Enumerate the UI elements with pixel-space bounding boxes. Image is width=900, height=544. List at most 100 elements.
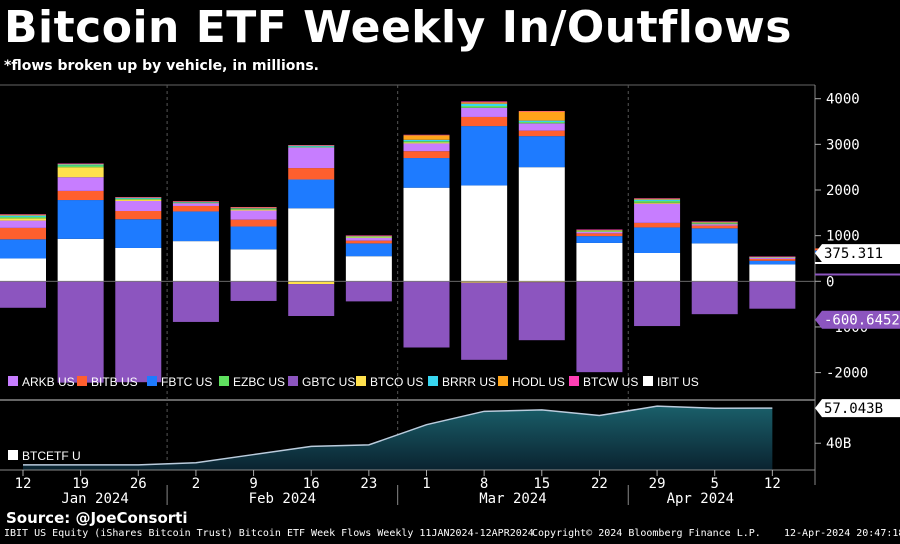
bar-segment xyxy=(403,187,450,282)
legend-swatch xyxy=(498,376,508,386)
bar-segment xyxy=(345,237,392,241)
bar-segment xyxy=(461,102,508,104)
bar-segment xyxy=(576,229,623,231)
x-tick-label: 29 xyxy=(649,476,666,492)
bar-segment xyxy=(345,235,392,237)
bar-segment xyxy=(634,198,681,200)
bar-segment xyxy=(403,143,450,152)
footer-security: IBIT US Equity (iShares Bitcoin Trust) B… xyxy=(4,528,534,539)
area-last-value: 57.043B xyxy=(824,401,883,417)
x-tick-label: 23 xyxy=(360,476,377,492)
x-tick-label: 12 xyxy=(764,476,781,492)
bar-segment xyxy=(172,241,219,282)
legend-label: BITB US xyxy=(91,375,138,389)
bar-segment xyxy=(518,136,565,168)
last-value-gbtc-bg xyxy=(815,310,900,329)
bar-segment xyxy=(518,111,565,121)
bar-segment xyxy=(634,199,681,201)
x-month-label: Mar 2024 xyxy=(479,491,546,507)
bar-segment xyxy=(57,200,104,239)
legend-label: FBTC US xyxy=(161,375,212,389)
bar-segment xyxy=(57,281,104,383)
bar-segment xyxy=(288,284,335,316)
bar-segment xyxy=(461,101,508,103)
y-tick-label: 4000 xyxy=(826,92,860,108)
x-tick-label: 5 xyxy=(710,476,718,492)
bar-segment xyxy=(230,219,277,227)
bar-segment xyxy=(230,208,277,210)
bar-segment xyxy=(691,223,738,224)
bar-segment xyxy=(576,233,623,237)
bar-segment xyxy=(115,247,162,282)
bar-segment xyxy=(115,200,162,211)
x-tick-label: 1 xyxy=(422,476,430,492)
bar-segment xyxy=(403,281,450,348)
legend-label: IBIT US xyxy=(657,375,699,389)
bar-segment xyxy=(288,145,335,146)
bar-segment xyxy=(230,226,277,250)
bar-segment xyxy=(691,281,738,315)
bar-segment xyxy=(691,243,738,282)
y-tick-label: 0 xyxy=(826,274,834,290)
bar-segment xyxy=(634,200,681,203)
x-tick-label: 8 xyxy=(480,476,488,492)
bar-segment xyxy=(0,227,46,240)
bar-segment xyxy=(57,177,104,191)
bar-segment xyxy=(691,224,738,226)
bar-segment xyxy=(691,221,738,222)
area-y-tick-label: 40B xyxy=(826,436,851,452)
bar-segment xyxy=(0,281,46,308)
bar-segment xyxy=(288,147,335,169)
x-tick-label: 16 xyxy=(303,476,320,492)
legend-swatch xyxy=(147,376,157,386)
bar-segment xyxy=(230,208,277,209)
bar-segment xyxy=(345,237,392,238)
bar-segment xyxy=(345,281,392,302)
bar-segment xyxy=(634,281,681,327)
bar-segment xyxy=(345,240,392,244)
y-tick-label: 2000 xyxy=(826,183,860,199)
legend-label: BTCO US xyxy=(370,375,423,389)
bar-segment xyxy=(115,197,162,198)
bar-segment xyxy=(749,260,796,265)
bar-segment xyxy=(691,221,738,223)
bar-segment xyxy=(461,116,508,127)
bar-segment xyxy=(403,142,450,144)
x-tick-label: 12 xyxy=(15,476,32,492)
bar-segment xyxy=(691,228,738,244)
y-tick-label: -2000 xyxy=(826,366,868,382)
legend-label: BTCW US xyxy=(583,375,638,389)
bar-segment xyxy=(115,198,162,200)
last-value-gbtc: -600.6452 xyxy=(824,313,900,329)
footer-timestamp: 12-Apr-2024 20:47:18 xyxy=(784,528,900,539)
bar-segment xyxy=(0,258,46,282)
last-value-ibit-bg xyxy=(815,244,900,263)
bar-segment xyxy=(345,236,392,238)
bar-segment xyxy=(576,242,623,282)
bar-segment xyxy=(230,207,277,208)
x-month-label: Jan 2024 xyxy=(61,491,128,507)
bar-segment xyxy=(691,222,738,224)
bar-segment xyxy=(0,218,46,221)
legend-label: ARKB US xyxy=(22,375,75,389)
bar-segment xyxy=(288,145,335,147)
legend-label: EZBC US xyxy=(233,375,285,389)
bar-segment xyxy=(749,264,796,282)
bar-segment xyxy=(172,211,219,242)
x-month-label: Feb 2024 xyxy=(249,491,316,507)
bar-segment xyxy=(230,210,277,220)
bar-segment xyxy=(172,201,219,202)
bar-segment xyxy=(403,134,450,136)
bar-segment xyxy=(115,197,162,199)
bar-segment xyxy=(576,281,623,373)
bar-segment xyxy=(749,258,796,261)
bar-segment xyxy=(115,219,162,248)
bar-segment xyxy=(461,103,508,106)
bar-segment xyxy=(518,121,565,124)
legend-swatch xyxy=(219,376,229,386)
bar-segment xyxy=(634,227,681,253)
bar-segment xyxy=(57,163,104,165)
bar-segment xyxy=(749,257,796,259)
bar-segment xyxy=(172,281,219,322)
